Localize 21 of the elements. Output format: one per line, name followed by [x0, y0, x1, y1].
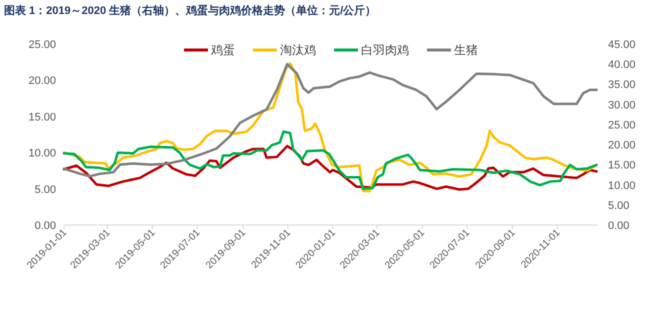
- y-tick-label: 25.00: [28, 39, 56, 51]
- y2-tick-label: 45.00: [608, 39, 636, 51]
- y2-tick-label: 35.00: [608, 79, 636, 92]
- legend-label: 生猪: [454, 43, 478, 57]
- y-tick-label: 15.00: [28, 111, 56, 124]
- y2-tick-label: 30.00: [608, 99, 636, 112]
- y-tick-label: 20.00: [28, 75, 56, 88]
- legend-label: 白羽肉鸡: [361, 43, 409, 57]
- y-tick-label: 0.00: [34, 220, 56, 232]
- y2-tick-label: 20.00: [608, 140, 636, 152]
- legend-label: 淘汰鸡: [280, 43, 316, 57]
- y2-tick-label: 25.00: [608, 119, 636, 132]
- y-tick-label: 10.00: [28, 148, 56, 160]
- legend-label: 鸡蛋: [210, 43, 235, 57]
- y2-tick-label: 15.00: [608, 160, 636, 172]
- y2-tick-label: 10.00: [608, 180, 636, 192]
- chart-title: 图表 1：2019～2020 生猪（右轴）、鸡蛋与肉鸡价格走势（单位：元/公斤）: [4, 4, 376, 17]
- y-tick-label: 5.00: [34, 184, 56, 196]
- y2-tick-label: 40.00: [608, 59, 636, 72]
- y2-tick-label: 5.00: [608, 200, 630, 212]
- y2-tick-label: 0.00: [608, 220, 630, 232]
